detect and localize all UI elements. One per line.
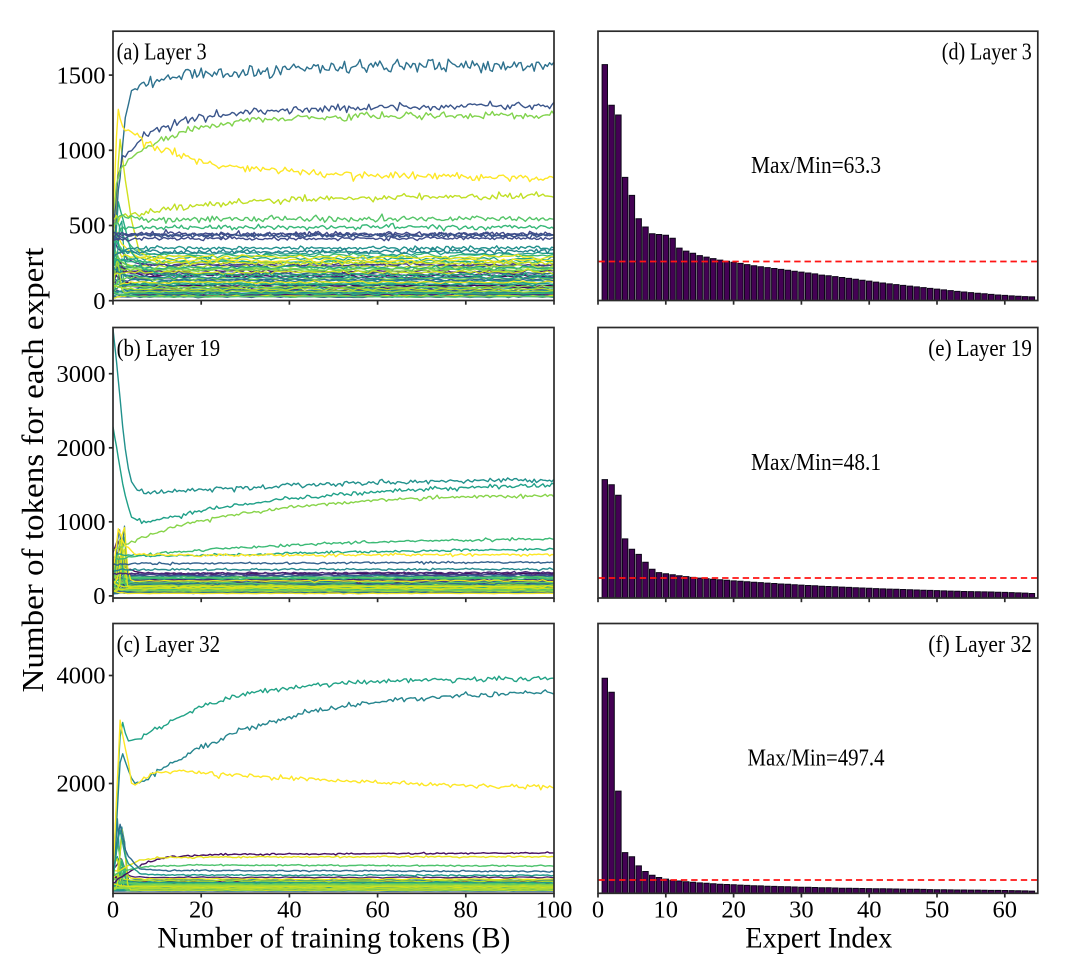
svg-text:40: 40 [277, 897, 302, 924]
svg-text:0: 0 [107, 897, 119, 924]
svg-text:0: 0 [93, 288, 105, 315]
svg-text:50: 50 [925, 897, 950, 924]
svg-text:3000: 3000 [57, 361, 106, 388]
svg-text:(f) Layer 32: (f) Layer 32 [928, 632, 1032, 658]
svg-text:2000: 2000 [57, 771, 106, 798]
svg-text:20: 20 [721, 897, 746, 924]
svg-text:(e) Layer 19: (e) Layer 19 [928, 336, 1032, 362]
svg-text:20: 20 [189, 897, 214, 924]
svg-text:2000: 2000 [57, 435, 106, 462]
svg-text:10: 10 [654, 897, 679, 924]
svg-text:(a) Layer 3: (a) Layer 3 [117, 40, 207, 66]
svg-text:1000: 1000 [57, 138, 106, 165]
svg-text:Expert Index: Expert Index [745, 921, 892, 954]
svg-text:1500: 1500 [57, 62, 106, 89]
svg-text:0: 0 [592, 897, 604, 924]
svg-text:(c) Layer 32: (c) Layer 32 [117, 632, 221, 658]
svg-text:40: 40 [857, 897, 882, 924]
svg-text:(b) Layer 19: (b) Layer 19 [117, 336, 221, 362]
svg-text:4000: 4000 [57, 663, 106, 690]
svg-text:Max/Min=48.1: Max/Min=48.1 [751, 450, 881, 476]
svg-text:Max/Min=63.3: Max/Min=63.3 [751, 153, 881, 179]
svg-text:0: 0 [93, 583, 105, 610]
svg-text:80: 80 [454, 897, 479, 924]
svg-text:Max/Min=497.4: Max/Min=497.4 [748, 745, 885, 771]
svg-text:60: 60 [993, 897, 1018, 924]
svg-text:Number of tokens for each expe: Number of tokens for each expert [15, 247, 50, 692]
svg-text:(d) Layer 3: (d) Layer 3 [942, 40, 1032, 66]
svg-text:1000: 1000 [57, 509, 106, 536]
svg-text:Number of training tokens (B): Number of training tokens (B) [157, 921, 510, 954]
svg-text:30: 30 [789, 897, 814, 924]
svg-text:100: 100 [536, 897, 573, 924]
svg-text:500: 500 [69, 213, 106, 240]
svg-text:60: 60 [365, 897, 390, 924]
